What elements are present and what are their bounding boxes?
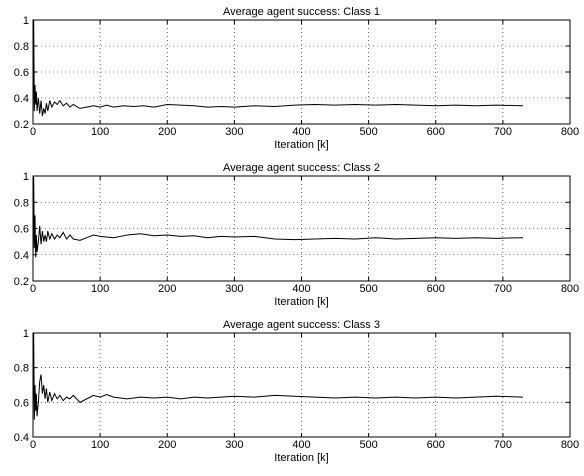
x-tick-label: 200 [158, 283, 176, 295]
chart-panel-1: 0 100 200 300 400 500 600 700 800 0.2 0.4 0.6 0.8 1 Av… [14, 6, 579, 151]
x-tick-label: 400 [292, 126, 310, 138]
y-tick-label: 0.8 [14, 41, 29, 53]
y-tick-label: 0.4 [14, 432, 29, 444]
x-tick-label: 600 [427, 439, 445, 451]
x-tick-label: 700 [494, 283, 512, 295]
y-tick-label: 0.8 [14, 363, 29, 375]
x-tick-label: 300 [225, 126, 243, 138]
x-tick-label: 400 [292, 283, 310, 295]
y-tick-label: 0.8 [14, 197, 29, 209]
series-line [32, 332, 524, 420]
x-tick-label: 300 [225, 439, 243, 451]
x-axis-label: Iteration [k] [274, 296, 328, 308]
x-tick-label: 600 [427, 283, 445, 295]
x-tick-label: 600 [427, 126, 445, 138]
chart-title: Average agent success: Class 1 [223, 6, 380, 18]
x-tick-label: 800 [561, 126, 579, 138]
x-tick-label: 800 [561, 439, 579, 451]
x-tick-label: 500 [359, 439, 377, 451]
y-tick-label: 0.2 [14, 276, 29, 288]
x-tick-label: 100 [91, 283, 109, 295]
x-tick-label: 700 [494, 439, 512, 451]
x-tick-label: 300 [225, 283, 243, 295]
chart-title: Average agent success: Class 2 [223, 162, 380, 174]
y-tick-label: 0.2 [14, 119, 29, 131]
x-tick-label: 200 [158, 439, 176, 451]
x-tick-label: 100 [91, 439, 109, 451]
x-tick-label: 700 [494, 126, 512, 138]
y-tick-label: 0.4 [14, 250, 29, 262]
chart-panel-3: 0 100 200 300 400 500 600 700 800 0.4 0.6 0.8 1 Avera… [14, 319, 579, 464]
x-tick-label: 0 [30, 126, 36, 138]
x-tick-label: 800 [561, 283, 579, 295]
series-line [32, 175, 524, 262]
x-tick-label: 500 [359, 126, 377, 138]
x-tick-label: 100 [91, 126, 109, 138]
x-axis-label: Iteration [k] [274, 452, 328, 464]
y-tick-label: 1 [23, 328, 29, 340]
x-tick-label: 0 [30, 283, 36, 295]
chart-panel-2: 0 100 200 300 400 500 600 700 800 0.2 0.4 0.6 0.8 1 Av… [14, 162, 579, 308]
chart-title: Average agent success: Class 3 [223, 319, 380, 331]
x-tick-label: 200 [158, 126, 176, 138]
y-tick-label: 0.4 [14, 93, 29, 105]
y-tick-label: 0.6 [14, 224, 29, 236]
series-line [32, 19, 524, 118]
y-tick-label: 1 [23, 171, 29, 183]
y-tick-label: 0.6 [14, 397, 29, 409]
x-tick-label: 500 [359, 283, 377, 295]
x-tick-label: 0 [30, 439, 36, 451]
y-tick-label: 0.6 [14, 67, 29, 79]
x-tick-label: 400 [292, 439, 310, 451]
y-tick-label: 1 [23, 15, 29, 27]
x-axis-label: Iteration [k] [274, 139, 328, 151]
